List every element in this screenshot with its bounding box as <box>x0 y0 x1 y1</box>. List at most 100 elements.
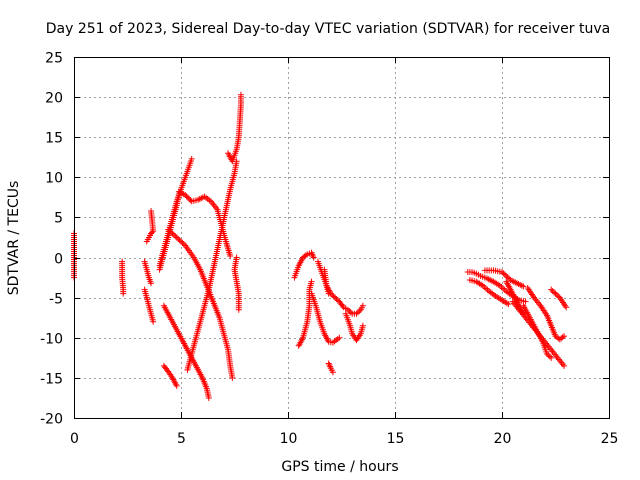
data-point <box>336 334 343 341</box>
series-arc-19-a <box>481 267 527 290</box>
data-point <box>543 350 550 357</box>
data-point <box>356 308 363 315</box>
data-point <box>551 289 558 296</box>
data-point <box>548 354 555 361</box>
series-arc-5-humps <box>175 188 234 259</box>
y-axis-label: SDTVAR / TECUs <box>6 181 22 296</box>
data-point <box>178 238 184 245</box>
data-point <box>329 369 336 376</box>
data-point <box>344 306 351 313</box>
data-point <box>308 278 315 285</box>
x-tick-label: 15 <box>387 431 405 447</box>
data-point <box>332 294 339 301</box>
series-arc-3b <box>141 286 157 325</box>
series-arc-21-b <box>524 285 568 343</box>
data-point <box>165 226 172 233</box>
data-point <box>346 308 353 315</box>
data-point <box>549 287 556 294</box>
series-arc-5-cross <box>165 226 236 381</box>
data-point <box>172 233 179 240</box>
data-point <box>347 309 354 316</box>
data-point <box>149 229 156 236</box>
series-arc-10-low <box>295 278 315 349</box>
marks-layer <box>71 91 570 401</box>
data-point <box>500 270 507 277</box>
data-point <box>339 302 346 309</box>
data-point <box>359 302 366 309</box>
x-tick-label: 20 <box>494 431 512 447</box>
data-point <box>186 195 193 202</box>
series-arc-12-dip <box>342 310 366 344</box>
data-point <box>333 296 340 303</box>
data-point <box>310 254 317 261</box>
data-point <box>561 333 568 340</box>
series-arc-10-rising <box>291 249 317 281</box>
data-point <box>148 208 155 215</box>
data-point <box>182 191 189 198</box>
data-point <box>501 271 508 278</box>
y-tick-label: -20 <box>40 412 63 428</box>
y-tick-label: -10 <box>40 332 63 348</box>
data-point <box>169 230 176 237</box>
series-arc-12-low <box>325 360 336 376</box>
data-point <box>170 231 177 238</box>
data-point <box>563 304 570 311</box>
data-point <box>205 394 212 401</box>
data-point <box>329 291 336 298</box>
series-arc-11-bump <box>314 258 366 317</box>
data-point <box>548 286 555 293</box>
data-point <box>330 293 337 300</box>
y-tick-label: 15 <box>45 131 63 147</box>
y-tick-label: 5 <box>54 211 63 227</box>
data-point <box>175 235 182 242</box>
plot-frame <box>74 57 610 419</box>
x-tick-label: 10 <box>280 431 298 447</box>
series-arc-4-falling <box>160 302 212 401</box>
x-tick-label: 0 <box>70 431 79 447</box>
data-point <box>499 268 505 275</box>
data-point <box>148 280 155 287</box>
data-point <box>545 352 552 359</box>
data-point <box>553 291 560 298</box>
data-point <box>559 334 566 341</box>
data-point <box>520 283 527 290</box>
data-point <box>505 301 512 308</box>
data-point <box>184 194 191 201</box>
data-point <box>504 274 511 281</box>
data-point <box>325 290 332 297</box>
chart-title: Day 251 of 2023, Sidereal Day-to-day VTE… <box>46 21 610 37</box>
y-tick-label: -15 <box>40 372 63 388</box>
series-arc-7-spike <box>225 91 244 165</box>
data-point <box>173 382 180 389</box>
data-point <box>522 298 529 305</box>
series-arc-18-b <box>466 277 512 308</box>
data-point <box>179 239 186 246</box>
data-point <box>552 290 559 297</box>
series-arc-2h <box>119 258 127 297</box>
series-arc-7-drop <box>231 254 242 313</box>
x-tick-label: 25 <box>601 431 619 447</box>
series-arc-6-rising <box>184 158 240 373</box>
data-point <box>187 197 194 204</box>
series-arc-11-tail <box>321 266 332 297</box>
data-point <box>506 275 513 282</box>
y-tick-label: -5 <box>49 292 63 308</box>
series-arc-22-a <box>548 286 570 311</box>
y-tick-label: 0 <box>54 252 63 268</box>
data-point <box>176 237 183 244</box>
x-axis-label: GPS time / hours <box>281 459 398 475</box>
grid-layer <box>74 57 609 418</box>
series-arc-3c <box>143 208 157 245</box>
data-point <box>188 155 195 162</box>
data-point <box>503 273 510 280</box>
y-tick-label: 20 <box>45 91 63 107</box>
data-point <box>353 310 360 317</box>
series-arc-21-c <box>520 302 555 361</box>
data-point <box>229 374 236 381</box>
data-point <box>302 252 309 259</box>
data-point <box>173 234 180 241</box>
data-point <box>168 229 175 236</box>
data-point <box>150 318 157 325</box>
data-point <box>235 306 242 313</box>
